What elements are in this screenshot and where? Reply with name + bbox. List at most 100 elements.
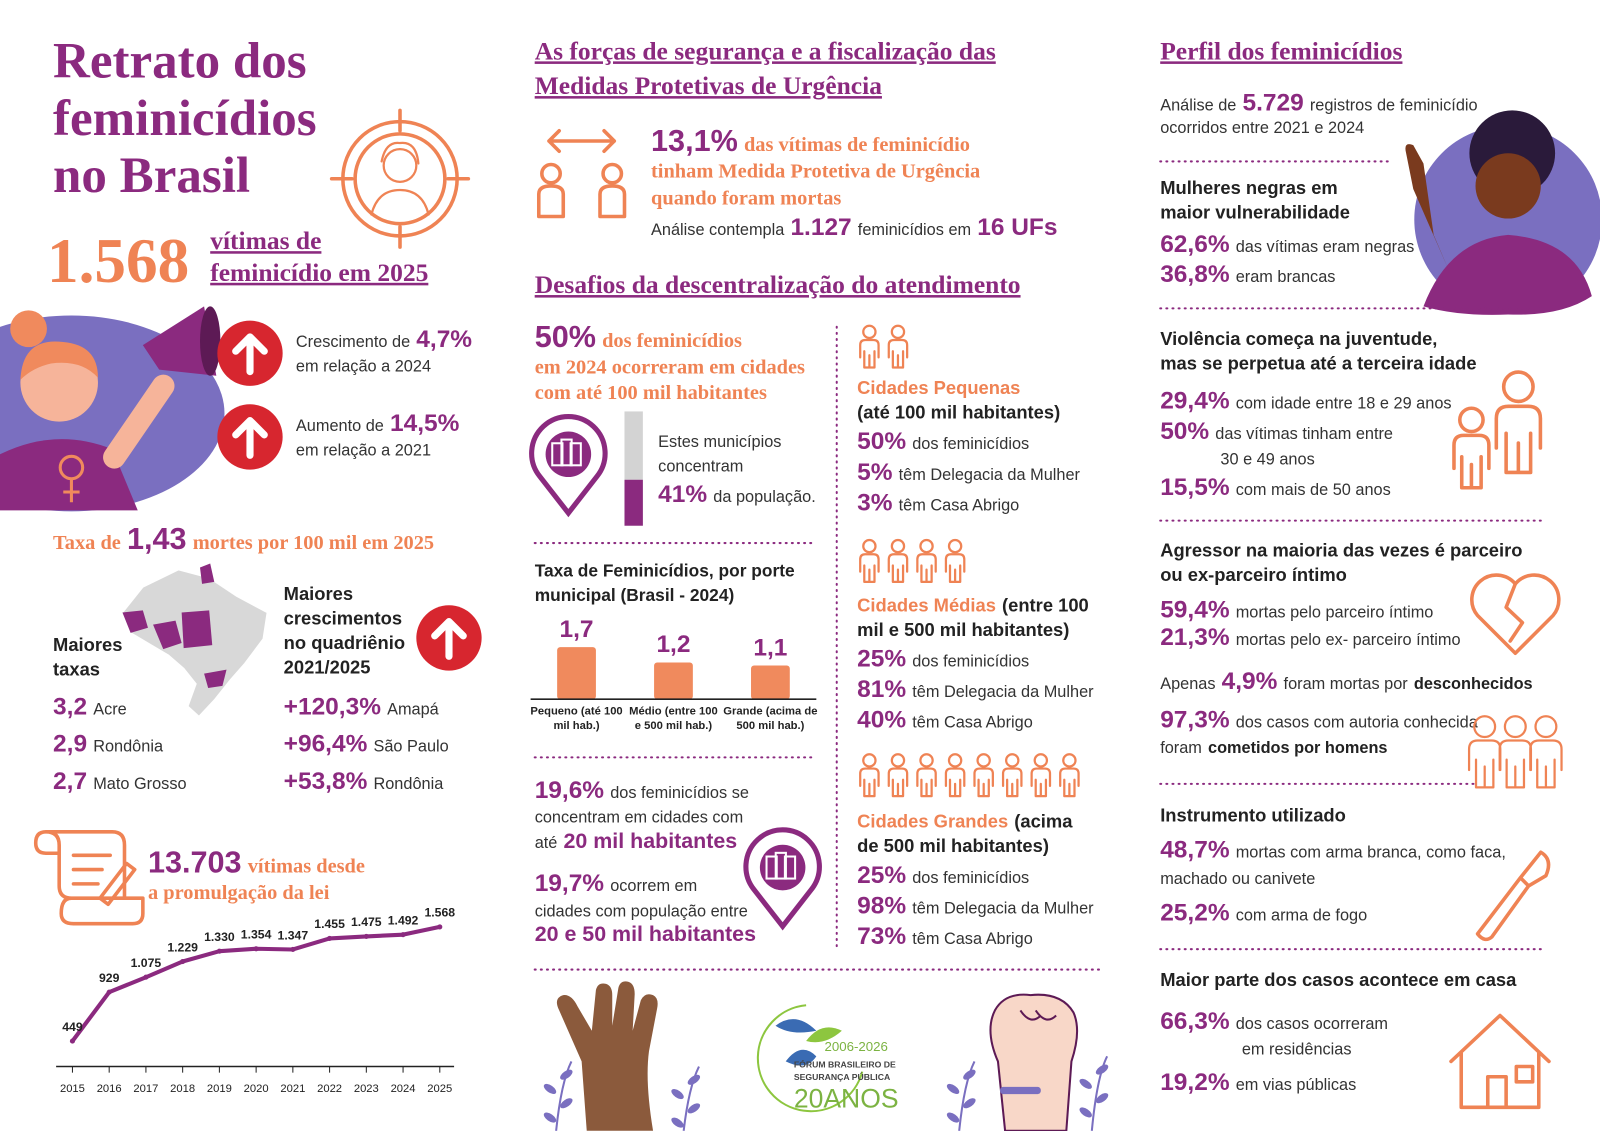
text-line: ocorridos entre 2021 e 2024 bbox=[1160, 119, 1364, 137]
target-icon bbox=[370, 188, 430, 216]
text-span: Taxa de bbox=[53, 532, 121, 554]
person-icon-head bbox=[890, 324, 906, 340]
data-label: 1.075 bbox=[131, 956, 162, 970]
text-line: 62,6% das vítimas eram negras bbox=[1160, 231, 1414, 258]
map-region bbox=[153, 620, 182, 650]
building bbox=[569, 442, 582, 467]
person-icon bbox=[916, 767, 937, 798]
text-span: 40% bbox=[857, 707, 906, 734]
text-span: 13.703 bbox=[148, 846, 242, 880]
data-point bbox=[180, 958, 186, 965]
text-span: Cidades Médias bbox=[857, 594, 996, 615]
data-label: 1.568 bbox=[424, 906, 455, 920]
text-line: Apenas 4,9% foram mortas por desconhecidos bbox=[1160, 668, 1532, 695]
text-line: 59,4% mortas pelo parceiro íntimo bbox=[1160, 597, 1433, 624]
text-line: concentram em cidades com bbox=[535, 809, 744, 827]
text-span: têm Delegacia da Mulher bbox=[899, 466, 1081, 484]
logo-swirl bbox=[775, 1019, 817, 1066]
building bbox=[783, 855, 797, 880]
map-region bbox=[200, 563, 215, 584]
person-icon-head bbox=[1503, 715, 1527, 739]
text-line: 19,7% ocorrem em bbox=[535, 870, 698, 897]
target-icon bbox=[382, 148, 418, 183]
text-line: ou ex-parceiro íntimo bbox=[1160, 564, 1347, 585]
person-icon-head bbox=[862, 538, 877, 554]
text-span: têm Casa Abrigo bbox=[912, 930, 1033, 948]
x-tick-label: 2015 bbox=[60, 1083, 85, 1095]
text-line: SEGURANÇA PÚBLICA bbox=[794, 1071, 891, 1082]
person-icon-head bbox=[976, 753, 991, 768]
arrow-icon bbox=[547, 129, 617, 154]
text-line: Mulheres negras em bbox=[1160, 177, 1338, 198]
data-label: 1,7 bbox=[560, 616, 594, 643]
text-span: vítimas desde bbox=[248, 856, 365, 878]
text-span: 14,5% bbox=[390, 410, 460, 437]
text-box: Pequeno (até 100 mil hab.) bbox=[530, 705, 622, 732]
text-line: 81% têm Delegacia da Mulher bbox=[857, 676, 1094, 703]
x-tick-label: 2025 bbox=[427, 1083, 452, 1095]
text-line: Violência começa na juventude, bbox=[1160, 328, 1437, 349]
text-line: 2021/2025 bbox=[284, 657, 371, 678]
text-span: mas se perpetua até a terceira idade bbox=[1160, 353, 1476, 374]
text-line: 2,7 Mato Grosso bbox=[53, 768, 187, 795]
text-span: Perfil dos feminicídios bbox=[1160, 36, 1402, 65]
text-span: Aumento de bbox=[296, 417, 384, 435]
data-label: 1.330 bbox=[204, 930, 235, 944]
bar bbox=[654, 662, 693, 700]
data-point bbox=[400, 932, 406, 938]
leaf bbox=[963, 1098, 976, 1109]
text-line: concentram bbox=[658, 458, 743, 476]
text-line: 19,6% dos feminicídios se bbox=[535, 777, 749, 804]
wrapped-text: Médio (entre 100 e 500 mil hab.) bbox=[629, 705, 718, 732]
data-point bbox=[437, 924, 443, 930]
leaf bbox=[687, 1103, 701, 1114]
text-span: 41% bbox=[658, 481, 707, 508]
text-span: 20ANOS bbox=[794, 1083, 899, 1113]
text-span: mortas pelo parceiro íntimo bbox=[1236, 604, 1434, 622]
leaf bbox=[560, 1069, 573, 1080]
person-icon-head bbox=[1501, 370, 1535, 404]
leaf-stem bbox=[555, 1060, 573, 1131]
person-icon bbox=[859, 338, 880, 369]
text-line: cidades com população entre bbox=[535, 903, 748, 921]
text-span: 97,3% bbox=[1160, 707, 1230, 734]
text-span: ocorridos entre 2021 e 2024 bbox=[1160, 119, 1364, 137]
person-icon-head bbox=[862, 324, 877, 340]
person-icon-head bbox=[540, 162, 562, 185]
leaf bbox=[946, 1112, 960, 1123]
map-region bbox=[122, 610, 148, 633]
text-line: 2006-2026 bbox=[824, 1039, 887, 1054]
text-span: 5% bbox=[857, 459, 893, 486]
text-span: eram brancas bbox=[1236, 268, 1336, 286]
text-span: das vítimas de feminicídio bbox=[744, 134, 970, 156]
data-point bbox=[253, 946, 259, 952]
text-span: 13,1% bbox=[651, 124, 738, 158]
text-span: Medidas Protetivas de Urgência bbox=[535, 71, 883, 100]
person-icon bbox=[1467, 739, 1502, 789]
leaf bbox=[687, 1074, 701, 1085]
text-line: Cidades Pequenas bbox=[857, 377, 1020, 398]
text-line: Maior parte dos casos acontece em casa bbox=[1160, 969, 1517, 990]
text-line: Análise de 5.729 registros de feminicídio bbox=[1160, 89, 1477, 116]
data-label: 1.475 bbox=[351, 915, 382, 929]
text-span: em 2024 ocorreram em cidades bbox=[535, 357, 805, 379]
map-region bbox=[181, 610, 213, 649]
text-span: Crescimento de bbox=[296, 333, 410, 351]
text-span: em residências bbox=[1242, 1040, 1352, 1058]
text-line: em relação a 2024 bbox=[296, 358, 431, 376]
person-icon bbox=[1059, 767, 1080, 798]
text-span: 50% bbox=[535, 320, 596, 354]
text-span: com arma de fogo bbox=[1236, 907, 1367, 925]
text-span: 59,4% bbox=[1160, 597, 1230, 624]
data-label: 1,2 bbox=[656, 631, 690, 658]
data-label: 1.354 bbox=[241, 928, 272, 942]
text-span: +96,4% bbox=[284, 731, 368, 758]
text-line: em relação a 2021 bbox=[296, 441, 431, 459]
illustration-arm bbox=[103, 374, 175, 469]
text-line: de 500 mil habitantes) bbox=[857, 835, 1049, 856]
text-line: As forças de segurança e a fiscalização … bbox=[535, 36, 996, 65]
person-icon bbox=[916, 553, 937, 583]
knife-icon bbox=[1475, 850, 1551, 942]
